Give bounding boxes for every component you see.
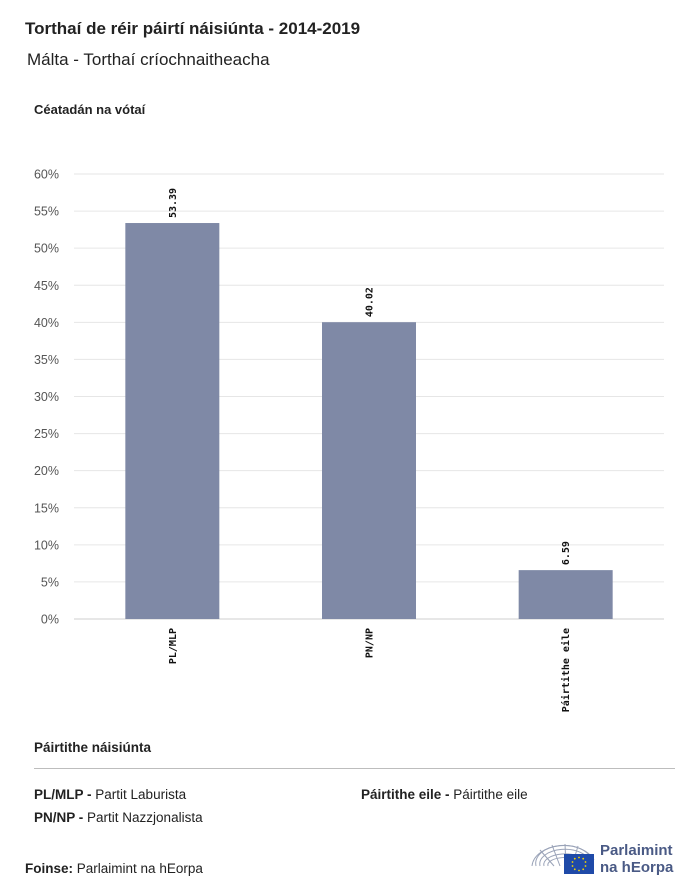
y-tick-label: 50% [34, 242, 59, 256]
logo-text: Parlaimint na hEorpa [600, 842, 673, 876]
y-tick-label: 35% [34, 353, 59, 367]
bar-pl-mlp [125, 223, 220, 619]
y-tick-label: 20% [34, 464, 59, 478]
labels: 0% 5% 10% 15% 20% 25% 30% 35% 40% 45% 50% 55% 60% 53.… [34, 168, 572, 713]
x-category-label: Páirtithe eile [560, 628, 572, 712]
legend-item-others: Páirtithe eile - Páirtithe eile [361, 787, 528, 802]
legend-item-pn-np: PN/NP - Partit Nazzjonalista [34, 810, 203, 825]
legend-code: PN/NP - [34, 810, 84, 825]
y-tick-label: 5% [41, 575, 59, 589]
y-tick-label: 55% [34, 205, 59, 219]
data-label: 6.59 [561, 541, 572, 565]
legend-code: Páirtithe eile - [361, 787, 450, 802]
x-category-label: PL/MLP [168, 628, 179, 664]
legend-name: Partit Laburista [95, 787, 187, 802]
y-tick-label: 45% [34, 279, 59, 293]
legend-name: Páirtithe eile [453, 787, 528, 802]
legend-divider [34, 768, 675, 769]
source-label: Foinse: [25, 861, 74, 876]
y-tick-label: 60% [34, 168, 59, 182]
logo-line-2: na hEorpa [600, 859, 674, 876]
logo-line-1: Parlaimint [600, 842, 673, 859]
hemicycle-icon [531, 843, 595, 874]
y-tick-label: 15% [34, 501, 59, 515]
y-tick-label: 10% [34, 538, 59, 552]
y-tick-label: 40% [34, 316, 59, 330]
x-category-label: PN/NP [365, 628, 376, 658]
data-label: 53.39 [168, 188, 179, 218]
legend-code: PL/MLP - [34, 787, 92, 802]
data-label: 40.02 [365, 287, 376, 317]
parliament-logo: Parlaimint na hEorpa [530, 836, 680, 880]
bar-p-irtithe-eile [518, 570, 613, 619]
legend-title: Páirtithe náisiúnta [34, 740, 152, 755]
chart-subtitle: Málta - Torthaí críochnaitheacha [27, 50, 270, 69]
bar-chart: 0% 5% 10% 15% 20% 25% 30% 35% 40% 45% 50% 55% 60% 53.… [34, 168, 664, 713]
y-axis-title: Céatadán na vótaí [34, 102, 146, 117]
chart-title: Torthaí de réir páirtí náisiúnta - 2014-… [25, 19, 361, 38]
y-tick-label: 25% [34, 427, 59, 441]
source-note: Foinse: Parlaimint na hEorpa [25, 861, 203, 876]
eu-flag-icon [564, 854, 594, 874]
y-tick-label: 30% [34, 390, 59, 404]
legend-name: Partit Nazzjonalista [87, 810, 203, 825]
source-text: Parlaimint na hEorpa [76, 861, 203, 876]
bars [125, 223, 613, 619]
legend-item-pl-mlp: PL/MLP - Partit Laburista [34, 787, 186, 802]
y-tick-label: 0% [41, 613, 59, 627]
bar-pn-np [322, 322, 416, 619]
